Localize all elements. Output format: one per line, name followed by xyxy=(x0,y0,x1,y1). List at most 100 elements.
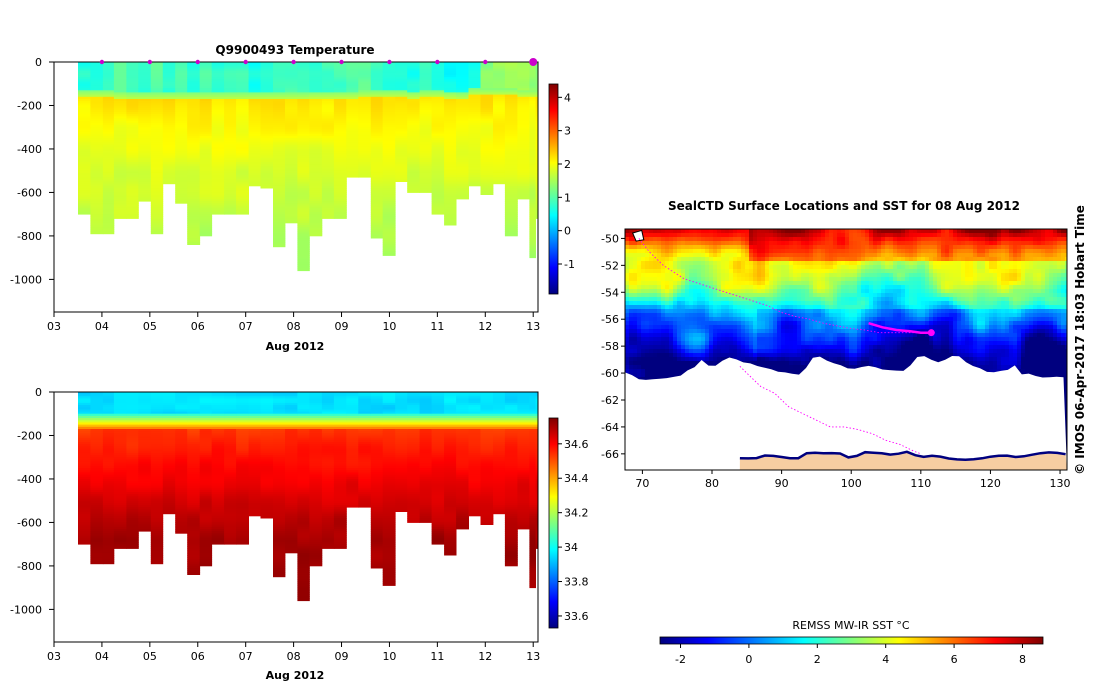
section-cell xyxy=(260,162,274,165)
section-cell xyxy=(162,66,176,69)
section-cell xyxy=(493,122,506,126)
section-cell xyxy=(211,135,225,139)
section-cell xyxy=(419,109,432,113)
section-cell xyxy=(395,500,408,504)
section-cell xyxy=(248,400,261,404)
section-cell xyxy=(187,159,201,163)
section-cell xyxy=(382,133,396,137)
section-cell xyxy=(78,170,91,174)
section-cell xyxy=(382,81,396,85)
section-cell xyxy=(480,153,494,156)
section-cell xyxy=(224,450,237,454)
section-cell xyxy=(297,144,310,148)
section-cell xyxy=(162,153,176,156)
section-cell xyxy=(224,81,237,85)
section-cell xyxy=(162,511,176,515)
section-cell xyxy=(224,62,237,65)
section-cell xyxy=(102,539,115,543)
section-cell xyxy=(370,172,384,176)
section-cell xyxy=(224,172,237,176)
section-cell xyxy=(468,162,481,165)
section-cell xyxy=(407,112,421,115)
section-cell xyxy=(535,105,538,109)
section-cell xyxy=(358,166,372,169)
section-cell xyxy=(297,557,310,560)
section-cell xyxy=(199,183,213,187)
section-cell xyxy=(321,146,335,150)
section-cell xyxy=(150,529,164,532)
section-cell xyxy=(273,188,286,191)
section-cell xyxy=(175,470,188,473)
section-cell xyxy=(346,461,359,465)
section-cell xyxy=(273,109,286,113)
section-cell xyxy=(187,62,201,65)
section-cell xyxy=(517,112,530,115)
section-cell xyxy=(407,122,421,126)
section-cell xyxy=(113,64,127,67)
section-cell xyxy=(468,179,481,182)
section-cell xyxy=(468,112,481,115)
section-cell xyxy=(309,190,323,193)
section-cell xyxy=(113,485,127,489)
section-cell xyxy=(138,405,152,408)
section-cell xyxy=(90,168,104,172)
section-cell xyxy=(382,131,396,135)
section-cell xyxy=(529,170,536,174)
section-cell xyxy=(138,99,152,102)
section-cell xyxy=(480,162,494,165)
section-cell xyxy=(419,415,432,419)
section-cell xyxy=(431,151,445,154)
section-cell xyxy=(248,62,261,65)
section-cell xyxy=(175,452,188,456)
section-cell xyxy=(309,546,323,549)
section-cell xyxy=(493,164,506,167)
section-cell xyxy=(382,122,396,126)
temperature-heatmap xyxy=(78,62,538,272)
section-cell xyxy=(138,396,152,399)
section-cell xyxy=(90,448,104,452)
section-cell xyxy=(395,415,408,419)
section-cell xyxy=(248,405,261,408)
section-cell xyxy=(224,146,237,150)
section-cell xyxy=(309,138,323,141)
section-cell xyxy=(211,168,225,172)
section-cell xyxy=(370,116,384,119)
profile-marker xyxy=(387,59,392,65)
section-cell xyxy=(321,511,335,515)
section-cell xyxy=(175,140,188,143)
section-cell xyxy=(321,396,335,399)
section-cell xyxy=(321,77,335,80)
section-cell xyxy=(407,177,421,180)
section-cell xyxy=(273,216,286,219)
section-cell xyxy=(535,166,538,169)
section-cell xyxy=(480,190,494,193)
section-cell xyxy=(395,502,408,506)
section-cell xyxy=(419,162,432,165)
section-cell xyxy=(382,222,396,226)
section-cell xyxy=(431,448,445,452)
section-cell xyxy=(333,531,347,534)
section-cell xyxy=(248,422,261,425)
section-cell xyxy=(175,422,188,425)
section-cell xyxy=(493,107,506,111)
section-cell xyxy=(517,162,530,165)
section-cell xyxy=(370,183,384,187)
section-cell xyxy=(370,439,384,443)
section-cell xyxy=(90,199,104,202)
section-cell xyxy=(333,535,347,539)
section-cell xyxy=(175,131,188,135)
section-cell xyxy=(211,62,225,65)
section-cell xyxy=(187,392,201,395)
section-cell xyxy=(187,546,201,549)
section-cell xyxy=(309,407,323,410)
section-cell xyxy=(529,127,536,130)
section-cell xyxy=(395,90,408,93)
section-cell xyxy=(90,103,104,106)
section-cell xyxy=(297,140,310,143)
section-cell xyxy=(444,433,457,436)
section-cell xyxy=(199,138,213,141)
section-cell xyxy=(224,72,237,76)
section-cell xyxy=(358,135,372,139)
section-cell xyxy=(444,435,457,439)
section-cell xyxy=(78,524,91,528)
